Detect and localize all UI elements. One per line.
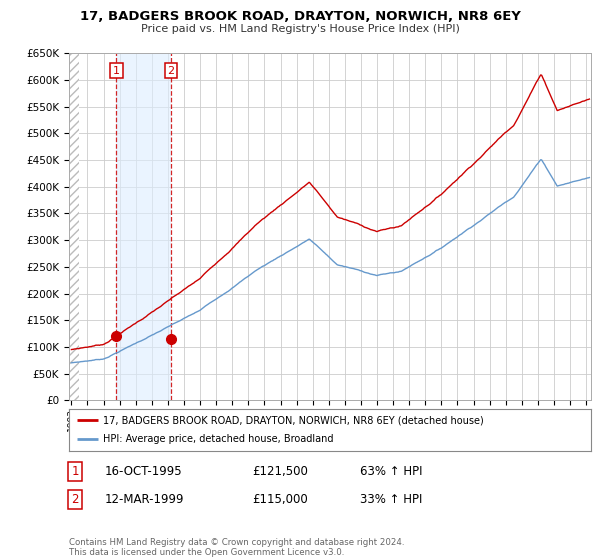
Text: 16-OCT-1995: 16-OCT-1995 xyxy=(105,465,182,478)
Text: 1: 1 xyxy=(71,465,79,478)
Text: 17, BADGERS BROOK ROAD, DRAYTON, NORWICH, NR8 6EY (detached house): 17, BADGERS BROOK ROAD, DRAYTON, NORWICH… xyxy=(103,415,484,425)
Text: 2: 2 xyxy=(71,493,79,506)
Text: 2: 2 xyxy=(167,66,175,76)
Bar xyxy=(116,43,171,400)
Text: Contains HM Land Registry data © Crown copyright and database right 2024.
This d: Contains HM Land Registry data © Crown c… xyxy=(69,538,404,557)
Text: HPI: Average price, detached house, Broadland: HPI: Average price, detached house, Broa… xyxy=(103,435,334,445)
Text: 63% ↑ HPI: 63% ↑ HPI xyxy=(360,465,422,478)
Text: Price paid vs. HM Land Registry's House Price Index (HPI): Price paid vs. HM Land Registry's House … xyxy=(140,24,460,34)
Text: 12-MAR-1999: 12-MAR-1999 xyxy=(105,493,185,506)
Text: £121,500: £121,500 xyxy=(252,465,308,478)
Text: 33% ↑ HPI: 33% ↑ HPI xyxy=(360,493,422,506)
Text: £115,000: £115,000 xyxy=(252,493,308,506)
Text: 1: 1 xyxy=(113,66,120,76)
Bar xyxy=(69,43,79,400)
Text: 17, BADGERS BROOK ROAD, DRAYTON, NORWICH, NR8 6EY: 17, BADGERS BROOK ROAD, DRAYTON, NORWICH… xyxy=(80,10,520,23)
